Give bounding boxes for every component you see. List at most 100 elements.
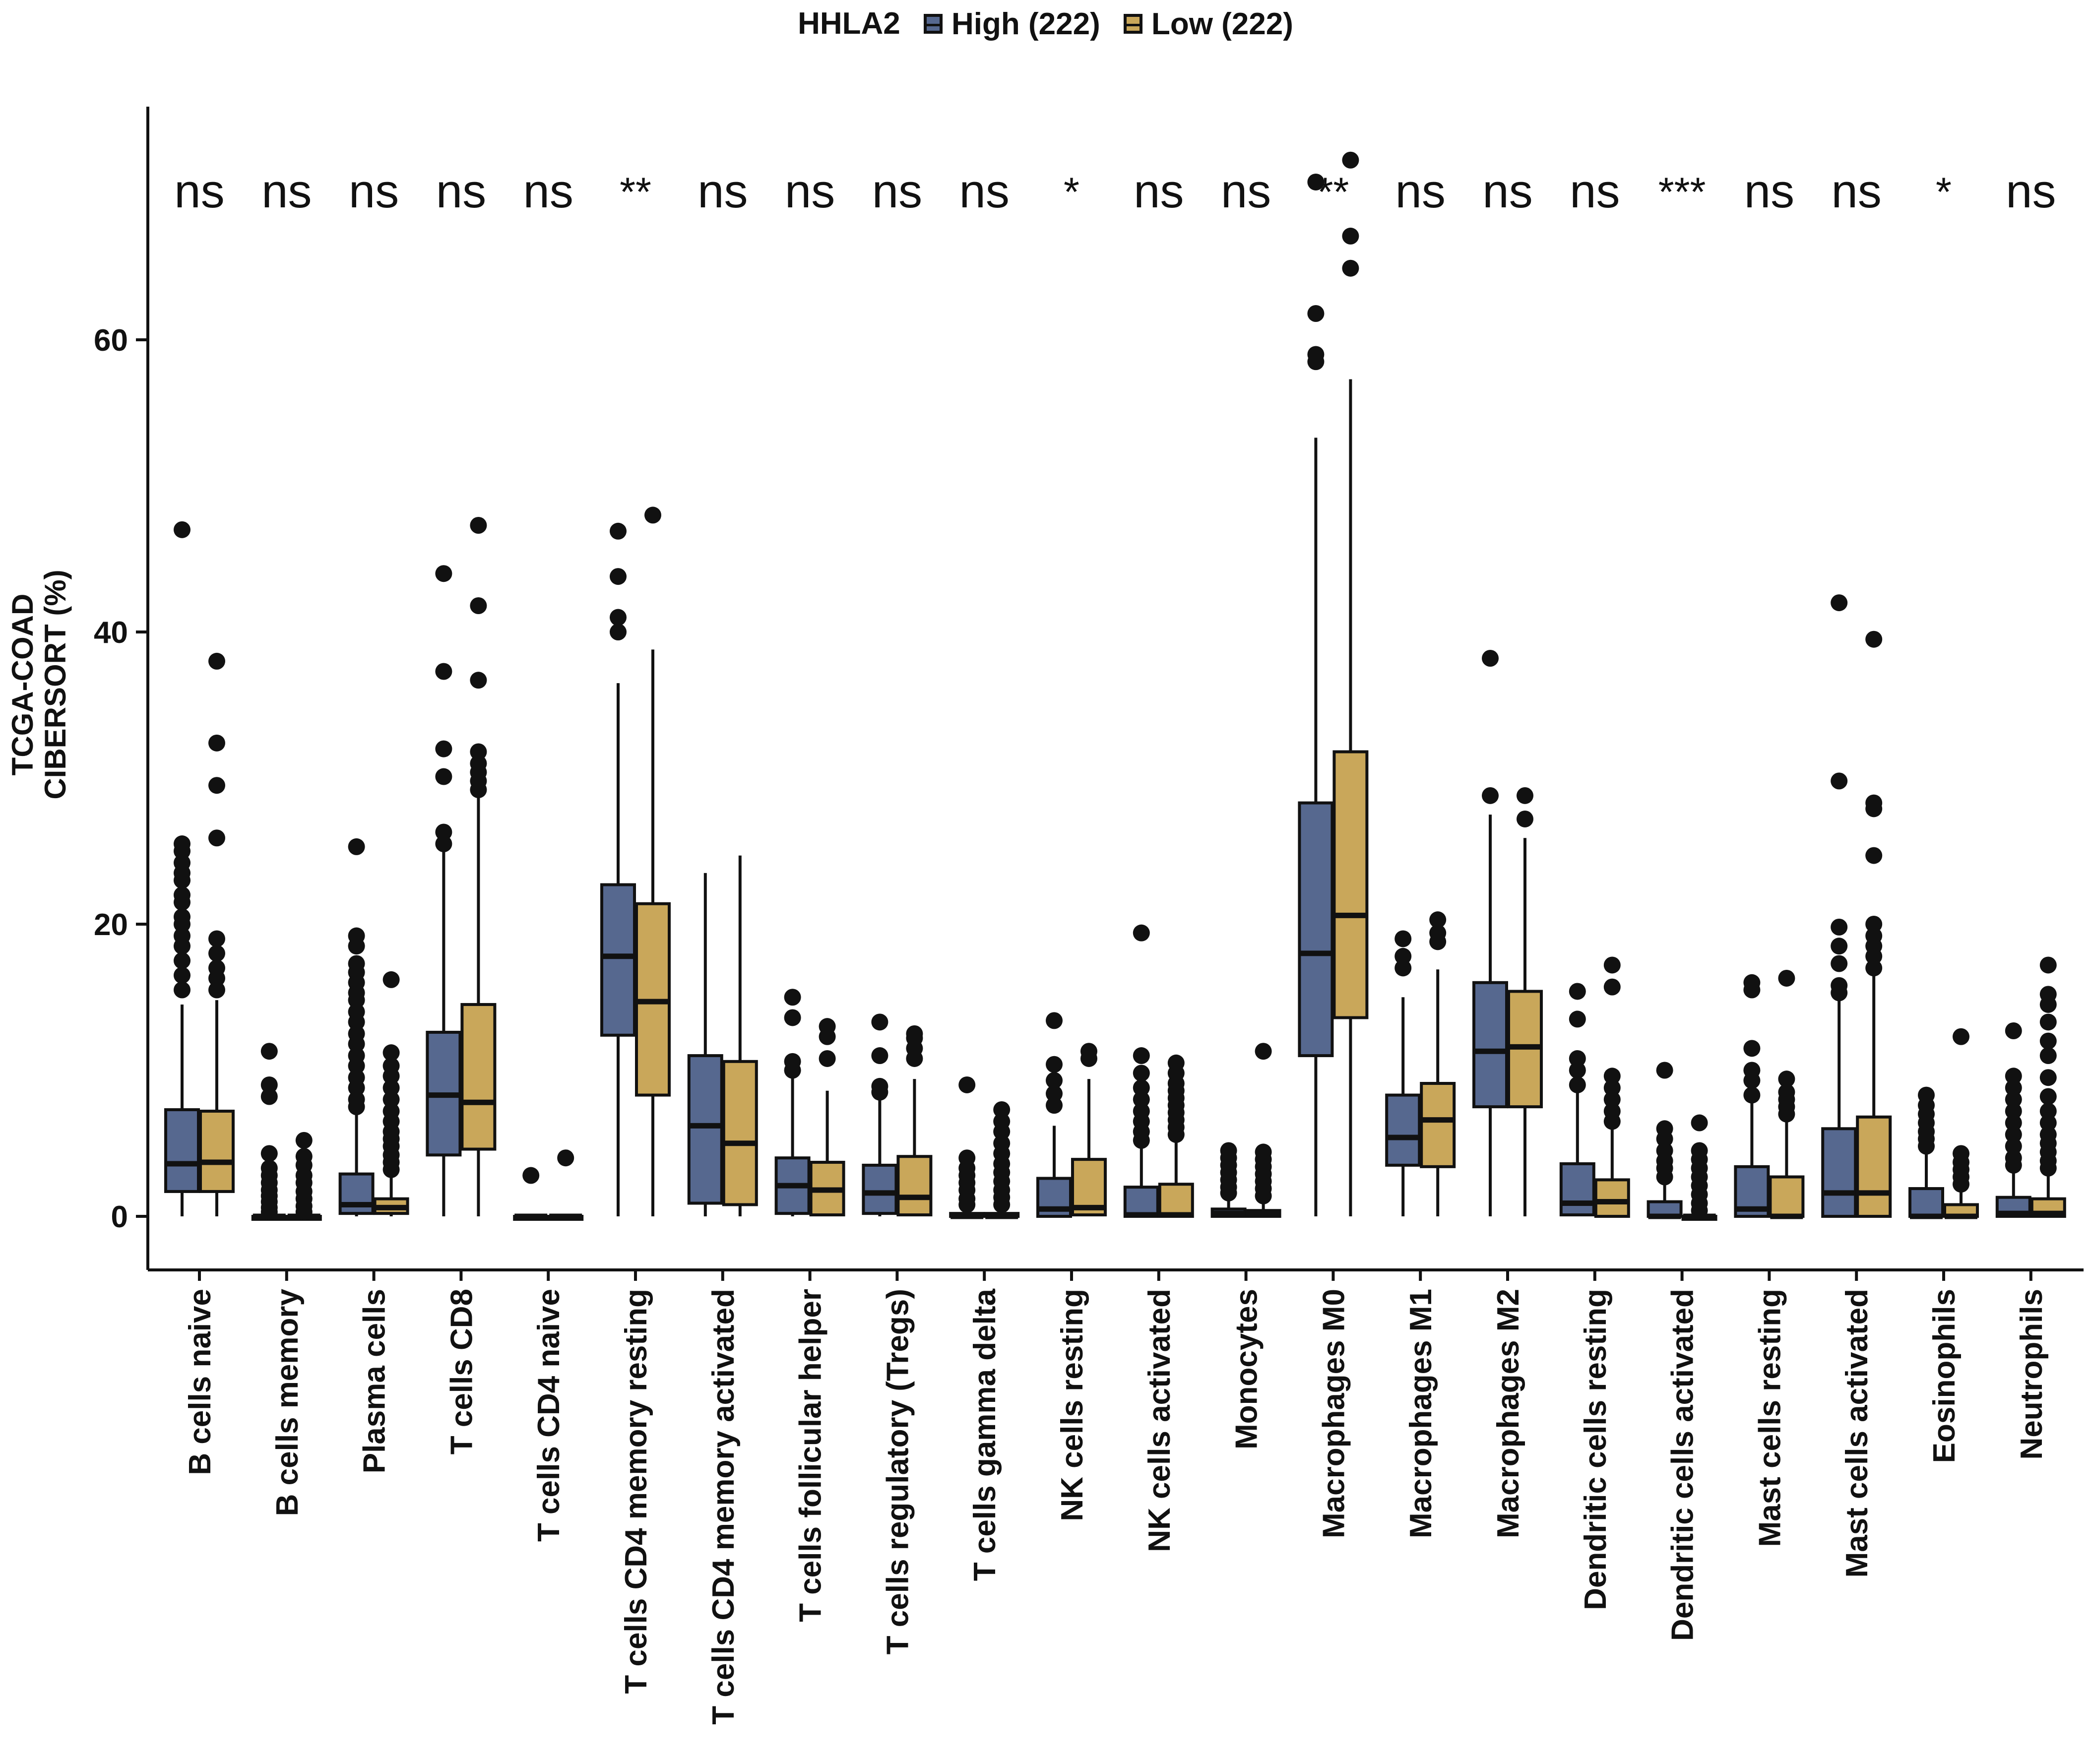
box-iqr <box>862 1163 898 1215</box>
box-iqr <box>722 1060 758 1206</box>
significance-label: ns <box>174 165 224 218</box>
outlier-point <box>1656 1120 1673 1137</box>
outlier-point <box>1831 938 1848 955</box>
outlier-point <box>610 568 627 585</box>
outlier-point <box>435 663 452 680</box>
outlier-point <box>1569 1076 1586 1093</box>
box-group <box>1734 974 1770 1218</box>
outlier-point <box>1429 924 1447 942</box>
outlier-point <box>1080 1043 1097 1060</box>
box-group <box>1856 630 1892 1218</box>
outlier-point <box>610 609 627 626</box>
legend-swatch-high <box>924 14 943 34</box>
x-tick-label: T cells CD4 memory activated <box>706 1289 741 1725</box>
outlier-point <box>1046 1085 1063 1102</box>
outlier-point <box>295 1132 313 1149</box>
outlier-point <box>1307 305 1325 322</box>
box-group <box>548 1149 584 1221</box>
box-group <box>460 517 497 1216</box>
outlier-point <box>2039 1013 2057 1031</box>
significance-label: ns <box>1134 165 1184 218</box>
outlier-point <box>1865 959 1883 977</box>
outlier-point <box>1394 947 1412 965</box>
box-group <box>1681 1114 1717 1221</box>
significance-label: ns <box>697 165 748 218</box>
outlier-point <box>1865 847 1883 864</box>
outlier-point <box>1569 1010 1586 1028</box>
outlier-point <box>784 989 801 1006</box>
outlier-point <box>1603 1091 1621 1108</box>
significance-label: ns <box>1832 165 1882 218</box>
legend: HHLA2 High (222) Low (222) <box>0 6 2091 42</box>
significance-label: ns <box>523 165 573 218</box>
outlier-point <box>174 886 190 904</box>
outlier-point <box>2039 1047 2057 1065</box>
outlier-point <box>1603 956 1621 974</box>
outlier-point <box>1656 1062 1673 1079</box>
outlier-point <box>1133 1065 1150 1082</box>
outlier-point <box>1133 1091 1150 1108</box>
box-iqr <box>1769 1175 1805 1218</box>
outlier-point <box>435 740 452 757</box>
outlier-point <box>1865 794 1883 812</box>
x-tick-label: Plasma cells <box>358 1289 392 1473</box>
x-tick-label: NK cells activated <box>1142 1289 1177 1552</box>
box-iqr <box>1908 1187 1944 1218</box>
box-group <box>164 521 200 1216</box>
box-group <box>984 1101 1020 1219</box>
significance-label: * <box>1936 170 1952 215</box>
significance-label: ns <box>261 165 312 218</box>
outlier-point <box>435 768 452 785</box>
outlier-point <box>1429 911 1447 929</box>
box-group <box>1123 924 1159 1218</box>
significance-label: ns <box>785 165 835 218</box>
box-group <box>1472 650 1508 1216</box>
outlier-point <box>348 955 365 972</box>
box-group <box>809 1018 845 1217</box>
outlier-point <box>470 755 487 772</box>
outlier-point <box>2039 1102 2057 1120</box>
outlier-point <box>260 1159 278 1177</box>
outlier-point <box>871 1013 888 1031</box>
box-group <box>1507 787 1543 1216</box>
box-iqr <box>896 1155 933 1217</box>
outlier-point <box>610 624 627 640</box>
box-group <box>513 1167 549 1221</box>
outlier-point <box>1603 1079 1621 1096</box>
outlier-point <box>2005 1149 2022 1167</box>
significance-label: * <box>1064 170 1079 215</box>
outlier-point <box>1046 1012 1063 1029</box>
outlier-point <box>1220 1142 1237 1159</box>
x-tick-label: Monocytes <box>1230 1289 1264 1449</box>
outlier-point <box>470 672 487 689</box>
outlier-point <box>348 1069 365 1086</box>
outlier-point <box>208 930 225 947</box>
outlier-point <box>1831 918 1848 936</box>
box-iqr <box>1594 1178 1630 1218</box>
significance-label: ** <box>1317 170 1349 215</box>
outlier-point <box>1953 1028 1969 1045</box>
box-iqr <box>1158 1183 1194 1218</box>
outlier-point <box>208 652 225 670</box>
outlier-point <box>906 1025 923 1042</box>
x-tick-label: Dendritic cells resting <box>1579 1289 1613 1610</box>
outlier-point <box>348 927 365 945</box>
y-axis-label: TCGA-COAD CIBERSORT (%) <box>6 569 72 799</box>
outlier-point <box>784 1053 801 1070</box>
outlier-point <box>819 1050 836 1067</box>
box-iqr <box>1123 1186 1159 1218</box>
outlier-point <box>2005 1114 2022 1132</box>
outlier-point <box>348 1003 365 1020</box>
box-iqr <box>687 1054 723 1205</box>
box-iqr <box>199 1109 235 1193</box>
x-tick-label: T cells follicular helper <box>794 1289 828 1622</box>
box-iqr <box>1298 801 1334 1058</box>
outlier-point <box>1342 151 1359 169</box>
box-iqr <box>1332 750 1369 1019</box>
box-group <box>600 522 636 1216</box>
outlier-point <box>993 1134 1011 1152</box>
box-group <box>1071 1043 1107 1217</box>
outlier-point <box>382 971 400 988</box>
outlier-point <box>174 952 190 969</box>
outlier-point <box>208 981 225 999</box>
